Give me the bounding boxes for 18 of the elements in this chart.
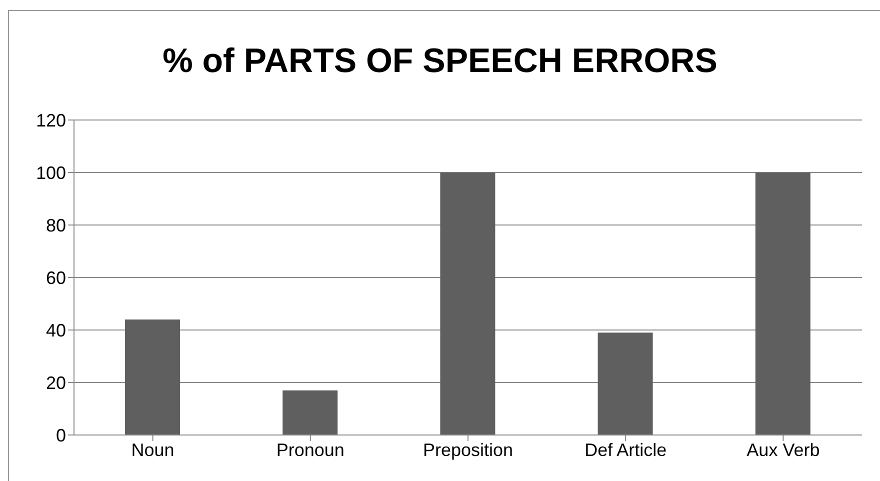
x-tick-label: Def Article [584,440,667,460]
x-tick-label: Noun [131,440,174,460]
y-tick-label: 120 [36,110,66,130]
bar [755,172,810,435]
bar [440,172,496,435]
chart-title: % of PARTS OF SPEECH ERRORS [162,42,718,81]
x-tick-label: Aux Verb [746,440,820,460]
y-tick-label: 20 [46,372,66,393]
y-tick-label: 60 [46,268,66,288]
x-tick-label: Pronoun [276,440,344,460]
y-tick-label: 80 [46,215,66,236]
y-tick-label: 0 [56,425,66,446]
y-tick-label: 100 [36,162,66,183]
y-tick-label: 40 [46,320,66,340]
bar [598,332,653,435]
bar [125,320,180,435]
x-tick-label: Preposition [422,440,514,460]
bar [282,390,338,435]
